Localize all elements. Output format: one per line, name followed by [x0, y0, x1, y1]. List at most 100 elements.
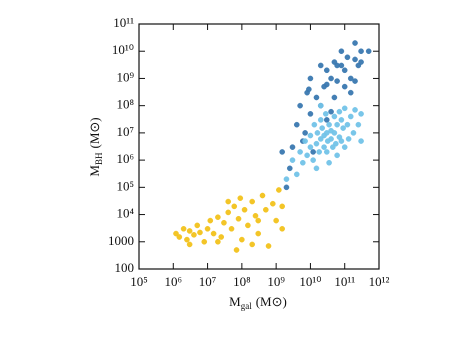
- point: [326, 159, 332, 166]
- point: [334, 121, 340, 128]
- point: [249, 198, 255, 205]
- point: [338, 48, 345, 55]
- point: [331, 94, 338, 101]
- point: [279, 149, 285, 155]
- point: [279, 203, 285, 210]
- point: [218, 234, 225, 240]
- point: [345, 136, 352, 142]
- point: [225, 209, 232, 216]
- point: [333, 140, 339, 147]
- point: [283, 176, 290, 182]
- point: [314, 130, 321, 136]
- point: [283, 184, 290, 191]
- point: [255, 230, 262, 237]
- point: [300, 159, 306, 166]
- point: [307, 144, 314, 150]
- point: [341, 83, 348, 90]
- point: [302, 130, 308, 136]
- y-label-unit: (M⊙): [87, 117, 102, 148]
- x-tick-label: 10¹¹: [334, 274, 355, 289]
- point: [341, 144, 348, 150]
- x-tick-label: 10¹²: [369, 274, 390, 289]
- point: [347, 113, 354, 120]
- point: [194, 222, 201, 229]
- point: [322, 111, 329, 117]
- y-tick-label: 10⁹: [116, 69, 134, 84]
- point: [334, 62, 340, 69]
- point: [334, 152, 340, 159]
- point: [323, 117, 330, 123]
- y-tick-label: 1000: [108, 233, 134, 248]
- x-axis-label: Mgal (M⊙): [229, 294, 287, 311]
- y-tick-label: 10⁷: [116, 124, 134, 139]
- point: [210, 230, 217, 237]
- point: [344, 121, 351, 128]
- point: [186, 228, 193, 234]
- point: [323, 67, 330, 74]
- point: [311, 121, 318, 128]
- y-label-main: M: [87, 165, 102, 177]
- x-tick-label: 10⁵: [130, 274, 148, 289]
- x-label-main: M: [229, 294, 241, 309]
- point: [252, 213, 259, 219]
- point: [341, 67, 348, 74]
- point: [297, 149, 303, 155]
- point: [344, 54, 351, 61]
- point: [289, 144, 296, 150]
- y-tick-label: 10¹⁰: [112, 42, 134, 57]
- point: [341, 105, 348, 112]
- point: [317, 102, 324, 109]
- point: [323, 81, 330, 88]
- point: [319, 125, 325, 131]
- point: [233, 247, 240, 253]
- point: [304, 152, 310, 159]
- point: [289, 157, 296, 163]
- point: [352, 40, 358, 46]
- point: [338, 138, 345, 144]
- x-tick-label: 10⁸: [233, 274, 251, 289]
- point: [204, 225, 211, 232]
- point: [313, 140, 320, 147]
- point: [270, 200, 276, 207]
- point: [286, 165, 293, 172]
- point: [215, 238, 221, 245]
- point: [228, 225, 235, 232]
- y-tick-label: 10⁵: [116, 178, 134, 193]
- point: [365, 48, 372, 55]
- point: [313, 165, 320, 172]
- point: [331, 130, 338, 136]
- point: [307, 111, 314, 117]
- point: [201, 238, 208, 245]
- point: [249, 241, 255, 248]
- x-tick-label: 10¹⁰: [299, 274, 321, 289]
- y-tick-label: 10⁸: [116, 97, 134, 112]
- point: [207, 217, 214, 224]
- point: [307, 75, 314, 82]
- point: [328, 136, 334, 142]
- point: [259, 192, 266, 199]
- point: [184, 236, 190, 243]
- point: [317, 136, 324, 142]
- point: [317, 117, 324, 123]
- point: [235, 215, 242, 222]
- point: [352, 107, 358, 113]
- point: [186, 241, 193, 248]
- point: [358, 111, 364, 117]
- point: [310, 149, 316, 155]
- point: [307, 132, 314, 139]
- point: [323, 149, 330, 155]
- point: [350, 130, 357, 136]
- x-label-sub: gal: [241, 301, 252, 311]
- point: [334, 78, 340, 84]
- x-tick-label: 10⁶: [165, 274, 183, 289]
- point: [326, 121, 332, 128]
- point: [241, 206, 248, 213]
- point: [197, 229, 203, 236]
- y-label-sub: BH: [94, 152, 104, 165]
- point: [316, 149, 322, 155]
- point: [265, 243, 272, 249]
- point: [352, 78, 358, 84]
- point: [191, 232, 197, 238]
- point: [336, 108, 343, 115]
